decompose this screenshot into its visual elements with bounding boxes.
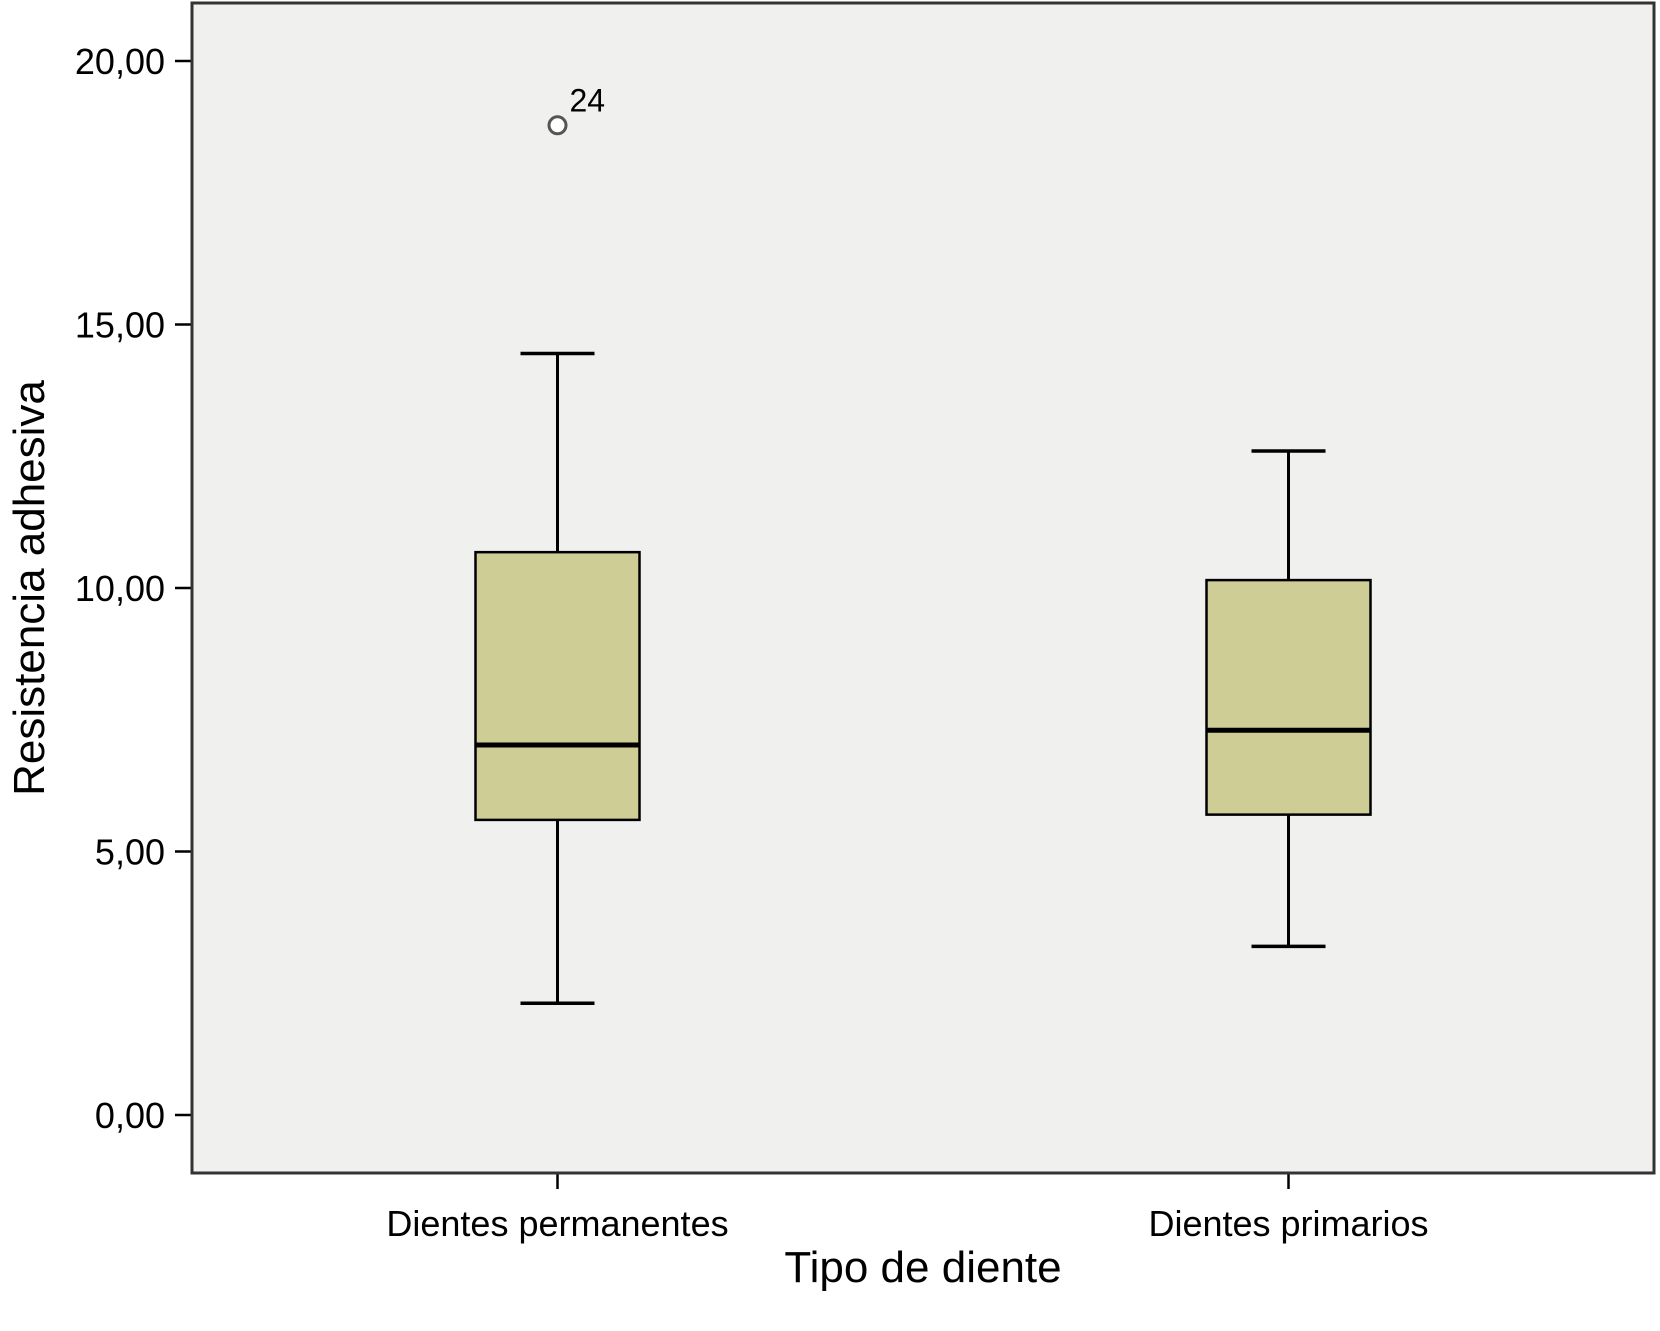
y-tick-label: 10,00: [75, 568, 165, 609]
iqr-box: [474, 550, 641, 822]
outlier-label: 24: [570, 82, 606, 118]
y-tick-label: 0,00: [95, 1095, 165, 1136]
plot-frame: [190, 1, 1656, 1175]
y-tick-label: 20,00: [75, 41, 165, 82]
outlier-point: [547, 115, 568, 136]
iqr-box: [1205, 578, 1372, 816]
box-group: [1205, 449, 1372, 949]
y-axis-title: Resistencia adhesiva: [5, 380, 54, 796]
x-axis-title: Tipo de diente: [784, 1243, 1061, 1292]
box-group: 24: [474, 82, 641, 1006]
y-tick-label: 15,00: [75, 304, 165, 345]
x-tick-label: Dientes primarios: [1148, 1203, 1428, 1244]
y-tick-label: 5,00: [95, 832, 165, 873]
plot-background: [192, 3, 1654, 1173]
x-tick-label: Dientes permanentes: [386, 1203, 728, 1244]
